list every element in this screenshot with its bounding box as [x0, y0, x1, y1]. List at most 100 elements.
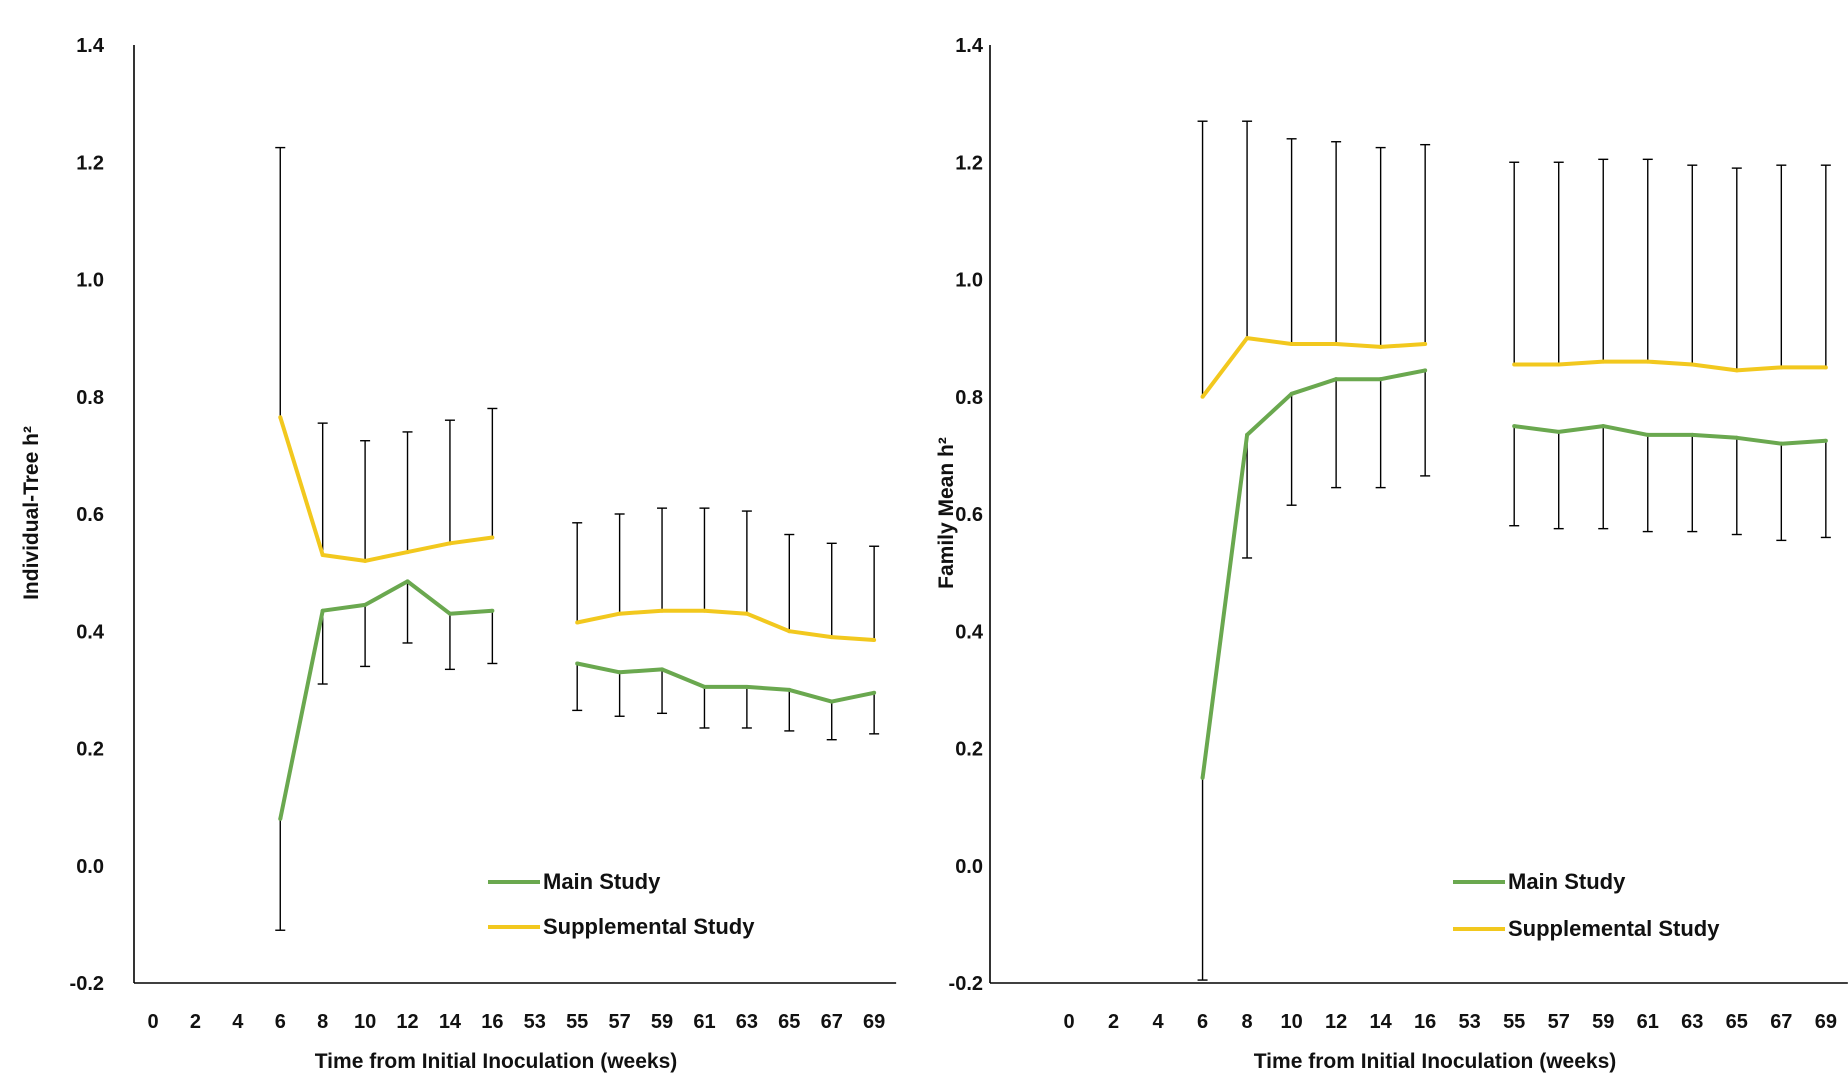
- supplemental-study-line: [1514, 359, 1826, 373]
- supplemental-study-point: [1779, 365, 1784, 370]
- main-study-point: [829, 699, 834, 704]
- x-tick-label: 59: [1592, 1011, 1614, 1033]
- main-study-legend-label: Main Study: [543, 869, 661, 894]
- main-study-point: [320, 608, 325, 613]
- supplemental-study-point: [1289, 341, 1294, 346]
- y-tick-label: 0.4: [76, 621, 105, 643]
- supplemental-study-point: [363, 558, 368, 563]
- main-study-point: [660, 667, 665, 672]
- main-study-legend-label: Main Study: [1508, 869, 1626, 894]
- family-mean-heritability-chart: -0.2 0.0 0.2 0.4 0.6 0.8 1.0 1.2 1.4 0 2 4 6 8 10 12 14 1…: [935, 35, 1848, 1073]
- supplemental-study-legend-label: Supplemental Study: [1508, 916, 1720, 941]
- individual-tree-heritability-chart: -0.2 0.0 0.2 0.4 0.6 0.8 1.0 1.2 1.4 0 2 4 6 8 10 12 14 1…: [20, 35, 897, 1073]
- supplemental-study-point: [1423, 341, 1428, 346]
- main-study-point: [702, 684, 707, 689]
- x-tick-label: 2: [1108, 1011, 1119, 1033]
- main-study-point: [575, 661, 580, 666]
- supplemental-study-point: [320, 553, 325, 558]
- y-tick-label: 0.2: [955, 739, 983, 761]
- x-tick-label: 4: [1152, 1011, 1164, 1033]
- x-tick-label: 6: [1197, 1011, 1208, 1033]
- y-tick-label: 1.2: [76, 152, 104, 174]
- supplemental-study-point: [1645, 359, 1650, 364]
- supplemental-study-point: [787, 629, 792, 634]
- main-study-point: [1378, 377, 1383, 382]
- y-tick-label: 0.8: [955, 387, 983, 409]
- main-study-point: [363, 602, 368, 607]
- y-tick-label: 0.0: [76, 856, 104, 878]
- main-study-point: [278, 816, 283, 821]
- x-tick-label: 63: [736, 1011, 758, 1033]
- x-tick-label: 53: [524, 1011, 546, 1033]
- supplemental-study-point: [1334, 341, 1339, 346]
- x-tick-label: 16: [1414, 1011, 1436, 1033]
- x-tick-label: 57: [1548, 1011, 1570, 1033]
- supplemental-study-point: [1690, 362, 1695, 367]
- y-tick-label: 1.4: [76, 35, 105, 57]
- main-study-line: [278, 579, 493, 820]
- x-axis-title: Time from Initial Inoculation (weeks): [1254, 1050, 1617, 1073]
- main-study-point: [405, 579, 410, 584]
- y-tick-label: 0.8: [76, 387, 104, 409]
- main-study-point: [617, 670, 622, 675]
- supplemental-study-point: [1378, 344, 1383, 349]
- main-study-point: [744, 684, 749, 689]
- x-tick-label: 10: [1280, 1011, 1302, 1033]
- x-tick-label: 4: [232, 1011, 244, 1033]
- y-tick-label: 0.6: [76, 504, 104, 526]
- supplemental-study-line: [576, 608, 875, 642]
- x-tick-label: 12: [1325, 1011, 1347, 1033]
- supplemental-study-point: [490, 535, 495, 540]
- x-tick-label: 69: [863, 1011, 885, 1033]
- x-tick-label: 59: [651, 1011, 673, 1033]
- supplemental-study-point: [702, 608, 707, 613]
- supplemental-study-point: [1601, 359, 1606, 364]
- x-tick-label: 12: [396, 1011, 418, 1033]
- x-tick-label: 61: [1637, 1011, 1659, 1033]
- y-tick-label: -0.2: [949, 973, 983, 995]
- y-tick-label: -0.2: [70, 973, 104, 995]
- x-axis-title: Time from Initial Inoculation (weeks): [315, 1050, 678, 1073]
- supplemental-study-point: [872, 638, 877, 643]
- x-tick-label: 53: [1459, 1011, 1481, 1033]
- supplemental-study-point: [617, 611, 622, 616]
- main-study-point: [1334, 377, 1339, 382]
- x-tick-label: 8: [317, 1011, 328, 1033]
- supplemental-study-point: [1556, 362, 1561, 367]
- x-tick-label: 16: [481, 1011, 503, 1033]
- main-study-point: [1645, 432, 1650, 437]
- y-tick-label: 0.0: [955, 856, 983, 878]
- x-tick-label: 55: [1503, 1011, 1525, 1033]
- main-study-point: [447, 611, 452, 616]
- x-tick-label: 67: [821, 1011, 843, 1033]
- x-tick-label: 0: [147, 1011, 158, 1033]
- supplemental-study-point: [744, 611, 749, 616]
- x-tick-label: 14: [439, 1011, 462, 1033]
- main-study-point: [490, 608, 495, 613]
- x-tick-label: 2: [190, 1011, 201, 1033]
- supplemental-study-point: [1734, 368, 1739, 373]
- main-study-line: [1200, 368, 1426, 779]
- main-study-point: [1734, 435, 1739, 440]
- y-tick-label: 0.2: [76, 739, 104, 761]
- x-tick-label: 63: [1681, 1011, 1703, 1033]
- supplemental-study-point: [575, 620, 580, 625]
- main-study-point: [1601, 424, 1606, 429]
- main-study-point: [1556, 429, 1561, 434]
- main-study-point: [1823, 438, 1828, 443]
- main-study-point: [872, 690, 877, 695]
- y-tick-label: 0.4: [955, 621, 984, 643]
- y-tick-label: 1.0: [955, 270, 983, 292]
- supplemental-study-legend-label: Supplemental Study: [543, 914, 755, 939]
- y-axis-title: Family Mean h²: [935, 437, 958, 589]
- supplemental-study-point: [1512, 362, 1517, 367]
- main-study-point: [1690, 432, 1695, 437]
- main-study-point: [787, 687, 792, 692]
- x-tick-label: 10: [354, 1011, 376, 1033]
- main-study-point: [1779, 441, 1784, 446]
- x-tick-label: 65: [1726, 1011, 1748, 1033]
- x-tick-label: 6: [275, 1011, 286, 1033]
- main-study-line: [576, 661, 875, 704]
- x-tick-label: 65: [778, 1011, 800, 1033]
